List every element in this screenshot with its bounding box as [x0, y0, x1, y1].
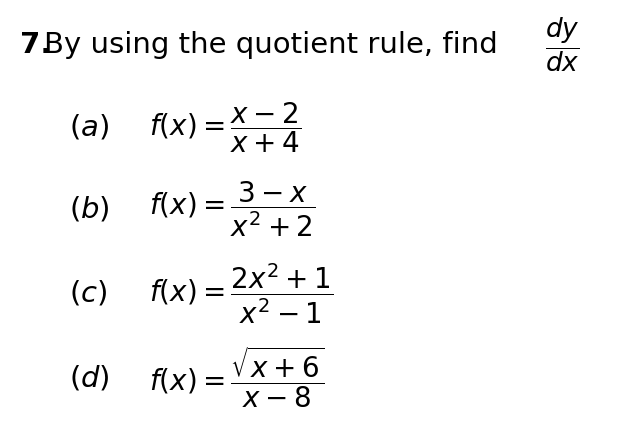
Text: $f(x) = \dfrac{x-2}{x+4}$: $f(x) = \dfrac{x-2}{x+4}$	[149, 100, 301, 154]
Text: $\mathit{(b)}$: $\mathit{(b)}$	[69, 195, 109, 224]
Text: $\mathit{(d)}$: $\mathit{(d)}$	[69, 363, 109, 392]
Text: $f(x) = \dfrac{\sqrt{x+6}}{x-8}$: $f(x) = \dfrac{\sqrt{x+6}}{x-8}$	[149, 345, 324, 410]
Text: $\dfrac{dy}{dx}$: $\dfrac{dy}{dx}$	[545, 16, 579, 74]
Text: $\mathit{(a)}$: $\mathit{(a)}$	[69, 113, 109, 142]
Text: 7.: 7.	[19, 31, 51, 59]
Text: By using the quotient rule, find: By using the quotient rule, find	[44, 31, 498, 59]
Text: $f(x) = \dfrac{3-x}{x^2+2}$: $f(x) = \dfrac{3-x}{x^2+2}$	[149, 180, 316, 239]
Text: $\mathit{(c)}$: $\mathit{(c)}$	[69, 279, 107, 308]
Text: $f(x) = \dfrac{2x^2+1}{x^2-1}$: $f(x) = \dfrac{2x^2+1}{x^2-1}$	[149, 261, 333, 326]
